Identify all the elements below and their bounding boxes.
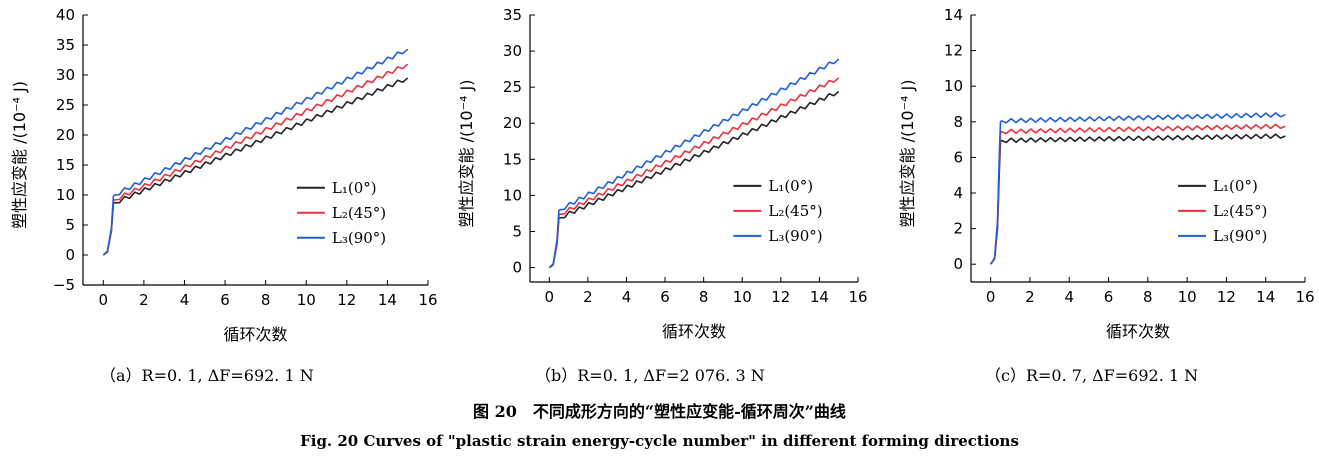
y-tick-label: 14 [944, 6, 963, 24]
figure-title-en: Fig. 20 Curves of "plastic strain energy… [300, 432, 1019, 450]
series-line-2 [102, 48, 409, 256]
chart-panel-1: 0 2 4 6 8 10 12 14 16 0 5 10 15 20 25 30 35 循环次数 塑性应变能 /(1… [457, 6, 868, 341]
y-tick-label: 10 [503, 186, 522, 204]
y-tick-label: 2 [953, 220, 963, 238]
x-axis-label: 循环次数 [1106, 322, 1170, 341]
legend-label-0: L₁(0°) [768, 177, 813, 195]
y-tick-label: 40 [56, 6, 75, 24]
legend-label-0: L₁(0°) [332, 179, 377, 197]
y-tick-label: 25 [503, 78, 522, 96]
x-tick-label: 6 [1104, 288, 1114, 306]
x-tick-label: 0 [545, 288, 555, 306]
y-tick-label: 15 [56, 156, 75, 174]
x-tick-label: 0 [99, 291, 109, 309]
x-tick-label: 4 [622, 288, 632, 306]
x-tick-label: 4 [1064, 288, 1074, 306]
y-axis-label: 塑性应变能 /(10⁻⁴ J) [457, 80, 476, 228]
series-line-1 [989, 123, 1286, 265]
x-axis-label: 循环次数 [223, 325, 287, 344]
series-line-2 [989, 112, 1286, 265]
y-tick-label: 0 [65, 246, 75, 264]
y-tick-label: 15 [503, 150, 522, 168]
legend-label-2: L₃(90°) [768, 227, 822, 245]
y-tick-label: 35 [503, 6, 522, 24]
y-tick-label: 8 [953, 113, 963, 131]
y-tick-label: 0 [953, 255, 963, 273]
figure-charts: 0 2 4 6 8 10 12 14 16−50510152025303540循环次数塑性应变能… [10, 6, 1315, 344]
x-tick-label: 14 [810, 288, 829, 306]
y-tick-label: 10 [944, 77, 963, 95]
legend-label-1: L₂(45°) [768, 202, 822, 220]
caption-panel-b: （b）R=0. 1, ΔF=2 076. 3 N [535, 366, 765, 385]
chart-panel-2: 0 2 4 6 8 10 12 14 16 0 2 4 6 8 10 12 14 循环次数 塑性应变能 /(10⁻⁴… [898, 6, 1315, 341]
x-tick-label: 10 [297, 291, 316, 309]
y-tick-label: 35 [56, 36, 75, 54]
y-tick-label: 0 [512, 259, 522, 277]
x-tick-label: 4 [180, 291, 190, 309]
legend-label-1: L₂(45°) [332, 204, 386, 222]
y-tick-label: 30 [56, 66, 75, 84]
x-tick-label: 12 [1217, 288, 1236, 306]
figure-title-cn: 图 20 不同成形方向的“塑性应变能-循环周次”曲线 [473, 402, 846, 421]
y-tick-label: −5 [53, 276, 75, 294]
y-tick-label: 20 [503, 114, 522, 132]
x-tick-label: 2 [139, 291, 149, 309]
caption-panel-a: （a）R=0. 1, ΔF=692. 1 N [100, 366, 314, 385]
x-tick-label: 10 [733, 288, 752, 306]
legend-label-0: L₁(0°) [1213, 177, 1258, 195]
x-tick-label: 8 [261, 291, 271, 309]
x-tick-label: 12 [771, 288, 790, 306]
x-tick-label: 0 [986, 288, 996, 306]
x-tick-label: 16 [418, 291, 437, 309]
y-tick-label: 4 [953, 184, 963, 202]
y-tick-label: 25 [56, 96, 75, 114]
caption-panel-c: （c）R=0. 7, ΔF=692. 1 N [985, 366, 1199, 385]
x-tick-label: 12 [337, 291, 356, 309]
x-tick-label: 10 [1178, 288, 1197, 306]
y-tick-label: 10 [56, 186, 75, 204]
y-axis-label: 塑性应变能 /(10⁻⁴ J) [898, 80, 917, 228]
x-tick-label: 14 [378, 291, 397, 309]
legend-label-2: L₃(90°) [332, 229, 386, 247]
x-tick-label: 16 [1295, 288, 1314, 306]
x-tick-label: 6 [220, 291, 230, 309]
x-tick-label: 8 [699, 288, 709, 306]
series-line-1 [102, 63, 409, 256]
legend-label-1: L₂(45°) [1213, 202, 1267, 220]
x-tick-label: 14 [1256, 288, 1275, 306]
y-tick-label: 20 [56, 126, 75, 144]
y-tick-label: 6 [953, 148, 963, 166]
y-tick-label: 5 [65, 216, 75, 234]
x-tick-label: 16 [848, 288, 867, 306]
x-axis-label: 循环次数 [662, 322, 726, 341]
series-line-2 [548, 58, 840, 269]
y-tick-label: 30 [503, 42, 522, 60]
x-tick-label: 2 [1025, 288, 1035, 306]
x-tick-label: 6 [660, 288, 670, 306]
x-tick-label: 8 [1143, 288, 1153, 306]
y-tick-label: 12 [944, 42, 963, 60]
series-line-1 [548, 77, 840, 269]
chart-panel-0: 0 2 4 6 8 10 12 14 16 −5 0 5 10 15 20 25 30 35 40 循环次数 塑性应变能… [10, 6, 438, 344]
x-tick-label: 2 [583, 288, 593, 306]
y-axis-label: 塑性应变能 /(10⁻⁴ J) [10, 81, 29, 229]
series-line-0 [102, 77, 409, 256]
y-tick-label: 5 [512, 222, 522, 240]
series-line-0 [548, 90, 840, 269]
legend-label-2: L₃(90°) [1213, 227, 1267, 245]
series-line-0 [989, 133, 1286, 265]
